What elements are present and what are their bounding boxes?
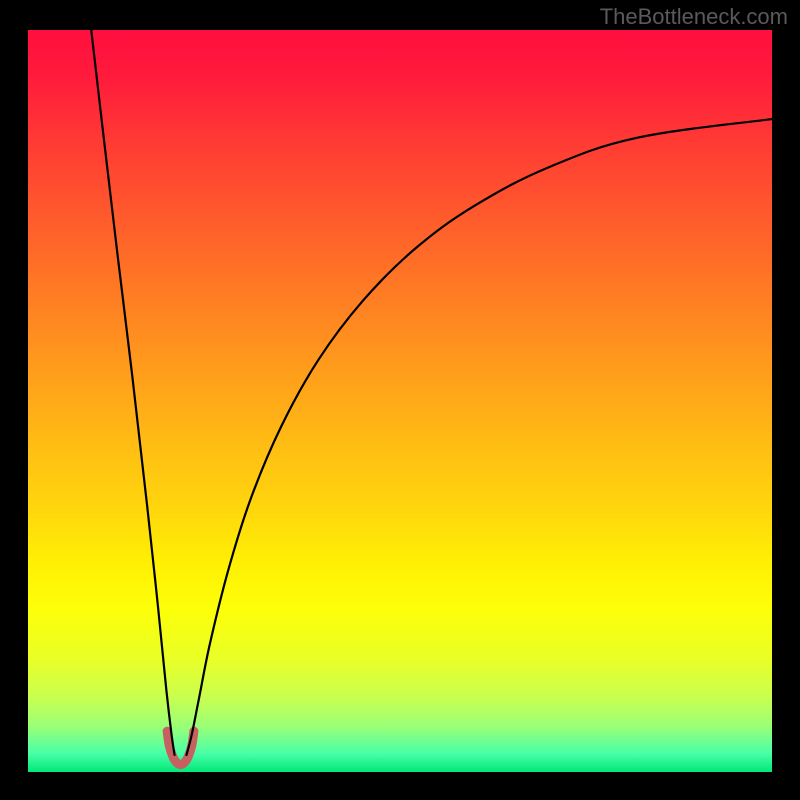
bottleneck-chart bbox=[0, 0, 800, 800]
watermark-text: TheBottleneck.com bbox=[600, 4, 788, 30]
chart-frame: TheBottleneck.com bbox=[0, 0, 800, 800]
chart-background bbox=[28, 30, 772, 772]
